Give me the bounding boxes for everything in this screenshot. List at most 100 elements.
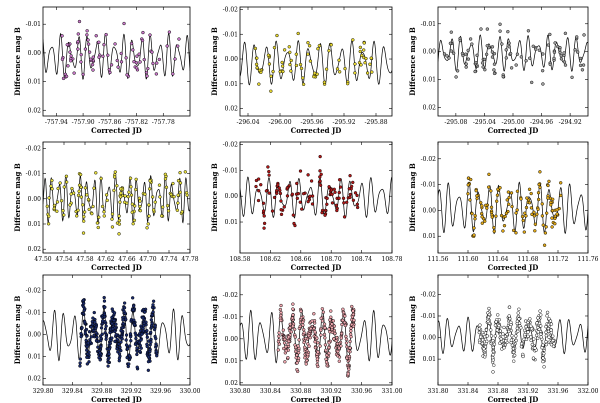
data-point (309, 179, 314, 183)
y-tick-label: -0.01 (26, 171, 41, 178)
data-point (128, 334, 133, 339)
data-point (343, 323, 348, 328)
data-point (143, 310, 147, 314)
data-point (280, 64, 285, 68)
data-point (255, 65, 259, 70)
data-point (519, 341, 524, 346)
data-point (532, 214, 537, 218)
data-point (65, 43, 69, 47)
data-point (470, 42, 474, 46)
data-point (85, 33, 89, 37)
data-point (185, 193, 189, 197)
data-point (64, 74, 69, 79)
data-point (347, 367, 351, 371)
data-point (158, 195, 162, 199)
y-tick-label: -0.02 (223, 142, 239, 149)
data-point (540, 214, 545, 218)
data-point (267, 191, 271, 195)
data-point (121, 321, 125, 326)
data-point (494, 320, 498, 324)
x-tick-label: 111.68 (518, 256, 539, 263)
y-tick-label: -0.02 (421, 156, 437, 163)
data-point (112, 318, 116, 323)
data-point (69, 54, 73, 58)
data-point (526, 29, 531, 33)
panel-row3-col1: 329.80 329.84 329.88 329.92 329.96 330.00 -0.0… (13, 274, 201, 403)
data-point (491, 370, 495, 374)
data-point (547, 335, 551, 339)
data-point (317, 44, 322, 48)
data-point (132, 218, 137, 223)
data-point (107, 352, 111, 356)
data-point (546, 196, 550, 200)
data-point (291, 213, 296, 217)
data-point (287, 335, 291, 339)
data-point (302, 331, 306, 335)
data-point (341, 310, 346, 315)
data-point (324, 67, 329, 71)
data-point (49, 184, 53, 188)
data-point (545, 314, 549, 318)
data-point (279, 303, 283, 308)
data-point (287, 339, 291, 344)
data-point (324, 348, 328, 352)
data-point (154, 72, 159, 76)
data-point (81, 311, 86, 316)
observation-points (276, 302, 356, 378)
plot-frame (42, 6, 191, 117)
x-tick-label: 330.96 (351, 388, 372, 395)
data-point (502, 346, 506, 350)
data-point (510, 343, 515, 347)
data-point (110, 217, 114, 221)
data-point (536, 207, 540, 211)
data-point (542, 351, 546, 356)
x-tick-label: -295.96 (300, 119, 323, 126)
data-point (131, 222, 135, 226)
data-point (151, 303, 155, 307)
data-point (132, 323, 137, 327)
data-point (364, 56, 368, 61)
data-point (293, 335, 298, 339)
data-point (132, 204, 137, 208)
x-tick-label: 108.66 (290, 256, 311, 263)
data-point (527, 187, 532, 191)
data-point (135, 352, 139, 357)
data-point (149, 330, 153, 335)
data-point (344, 337, 349, 342)
data-point (507, 305, 512, 309)
data-point (539, 313, 543, 317)
data-point (89, 325, 93, 329)
data-point (102, 299, 107, 303)
data-point (159, 214, 164, 218)
data-point (355, 205, 360, 210)
data-point (272, 45, 277, 50)
data-point (119, 328, 123, 333)
data-point (490, 55, 495, 59)
data-point (81, 231, 86, 235)
x-tick-label: 47.62 (97, 256, 114, 263)
data-point (267, 169, 271, 174)
data-point (104, 334, 109, 339)
y-axis-label: Difference mag B (210, 163, 219, 232)
data-point (47, 214, 51, 218)
data-point (524, 59, 528, 63)
data-point (123, 194, 127, 198)
data-point (120, 326, 125, 330)
data-point (163, 172, 168, 177)
data-point (267, 173, 271, 177)
data-point (475, 194, 479, 198)
data-point (521, 354, 525, 359)
data-point (460, 51, 465, 56)
data-point (298, 324, 302, 329)
data-point (173, 57, 177, 61)
data-point (473, 214, 477, 218)
data-point (548, 62, 552, 67)
data-point (138, 328, 143, 333)
data-point (253, 46, 258, 51)
data-point (145, 332, 149, 336)
data-point (349, 184, 354, 189)
data-point (135, 346, 139, 350)
data-point (348, 339, 352, 344)
data-point (81, 298, 86, 302)
data-point (334, 339, 338, 343)
